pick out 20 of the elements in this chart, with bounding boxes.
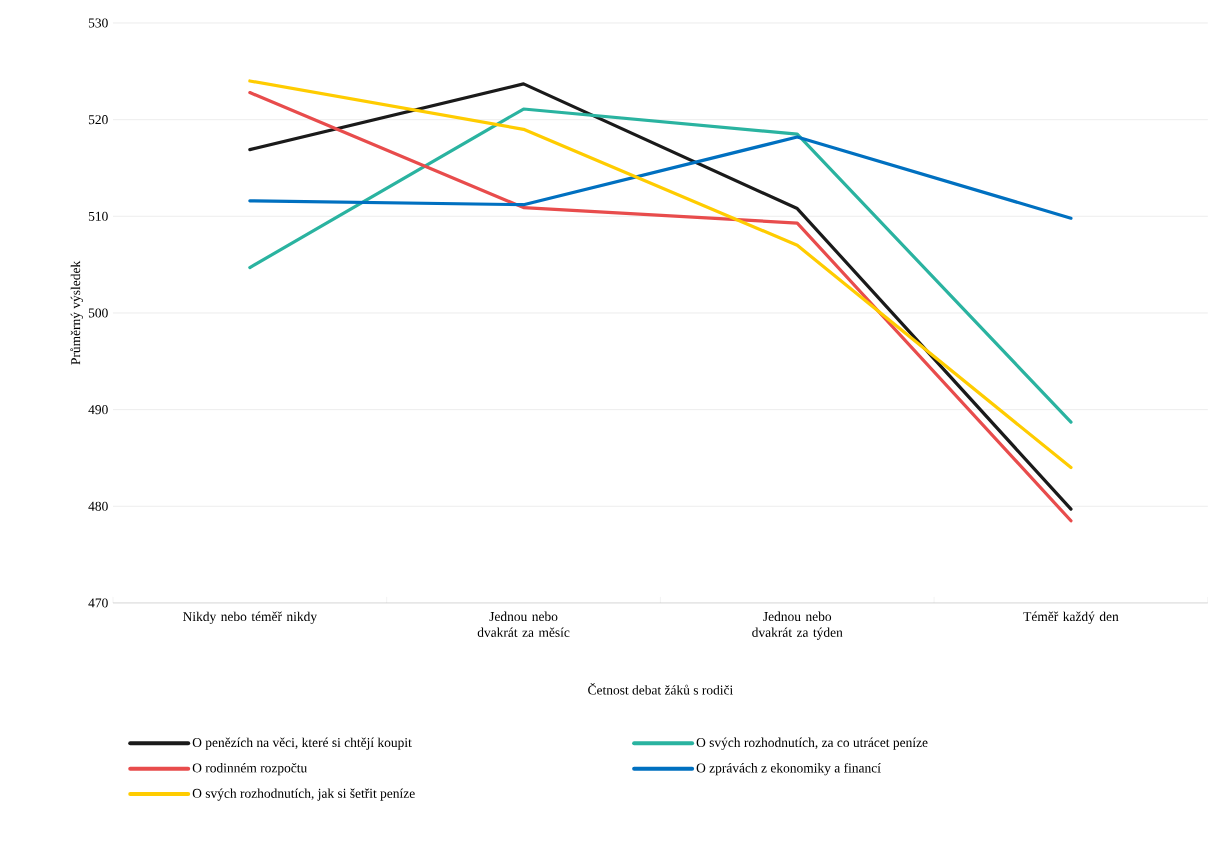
legend-label: O penězích na věci, které si chtějí koupit <box>192 737 412 750</box>
legend-label: O svých rozhodnutích, jak si šetřit peníze <box>192 788 415 801</box>
line-series <box>248 135 1073 220</box>
y-tick-label: 530 <box>88 18 108 28</box>
x-tick-label: Nikdy nebo téměř nikdy <box>183 611 318 624</box>
x-axis-title: Četnost debat žáků s rodiči <box>588 682 733 695</box>
y-axis-title: Průměrný výsledek <box>70 260 83 365</box>
y-tick-label: 520 <box>88 115 108 125</box>
legend-label: O svých rozhodnutích, za co utrácet peníze <box>696 737 928 750</box>
x-tick-label: Téměř každý den <box>1023 611 1119 624</box>
legend-label: O zprávách z ekonomiky a financí <box>696 763 881 776</box>
y-tick-label: 470 <box>88 598 108 608</box>
legend-label: O rodinném rozpočtu <box>192 763 308 776</box>
line-series <box>248 107 1073 424</box>
x-tick-label: Jednou nebo dvakrát za měsíc <box>477 611 570 638</box>
x-tick-label: Jednou nebo dvakrát za týden <box>752 611 843 640</box>
y-tick-label: 500 <box>88 308 108 318</box>
y-tick-label: 510 <box>88 211 108 221</box>
y-tick-label: 490 <box>88 405 108 415</box>
y-tick-label: 480 <box>88 501 108 511</box>
